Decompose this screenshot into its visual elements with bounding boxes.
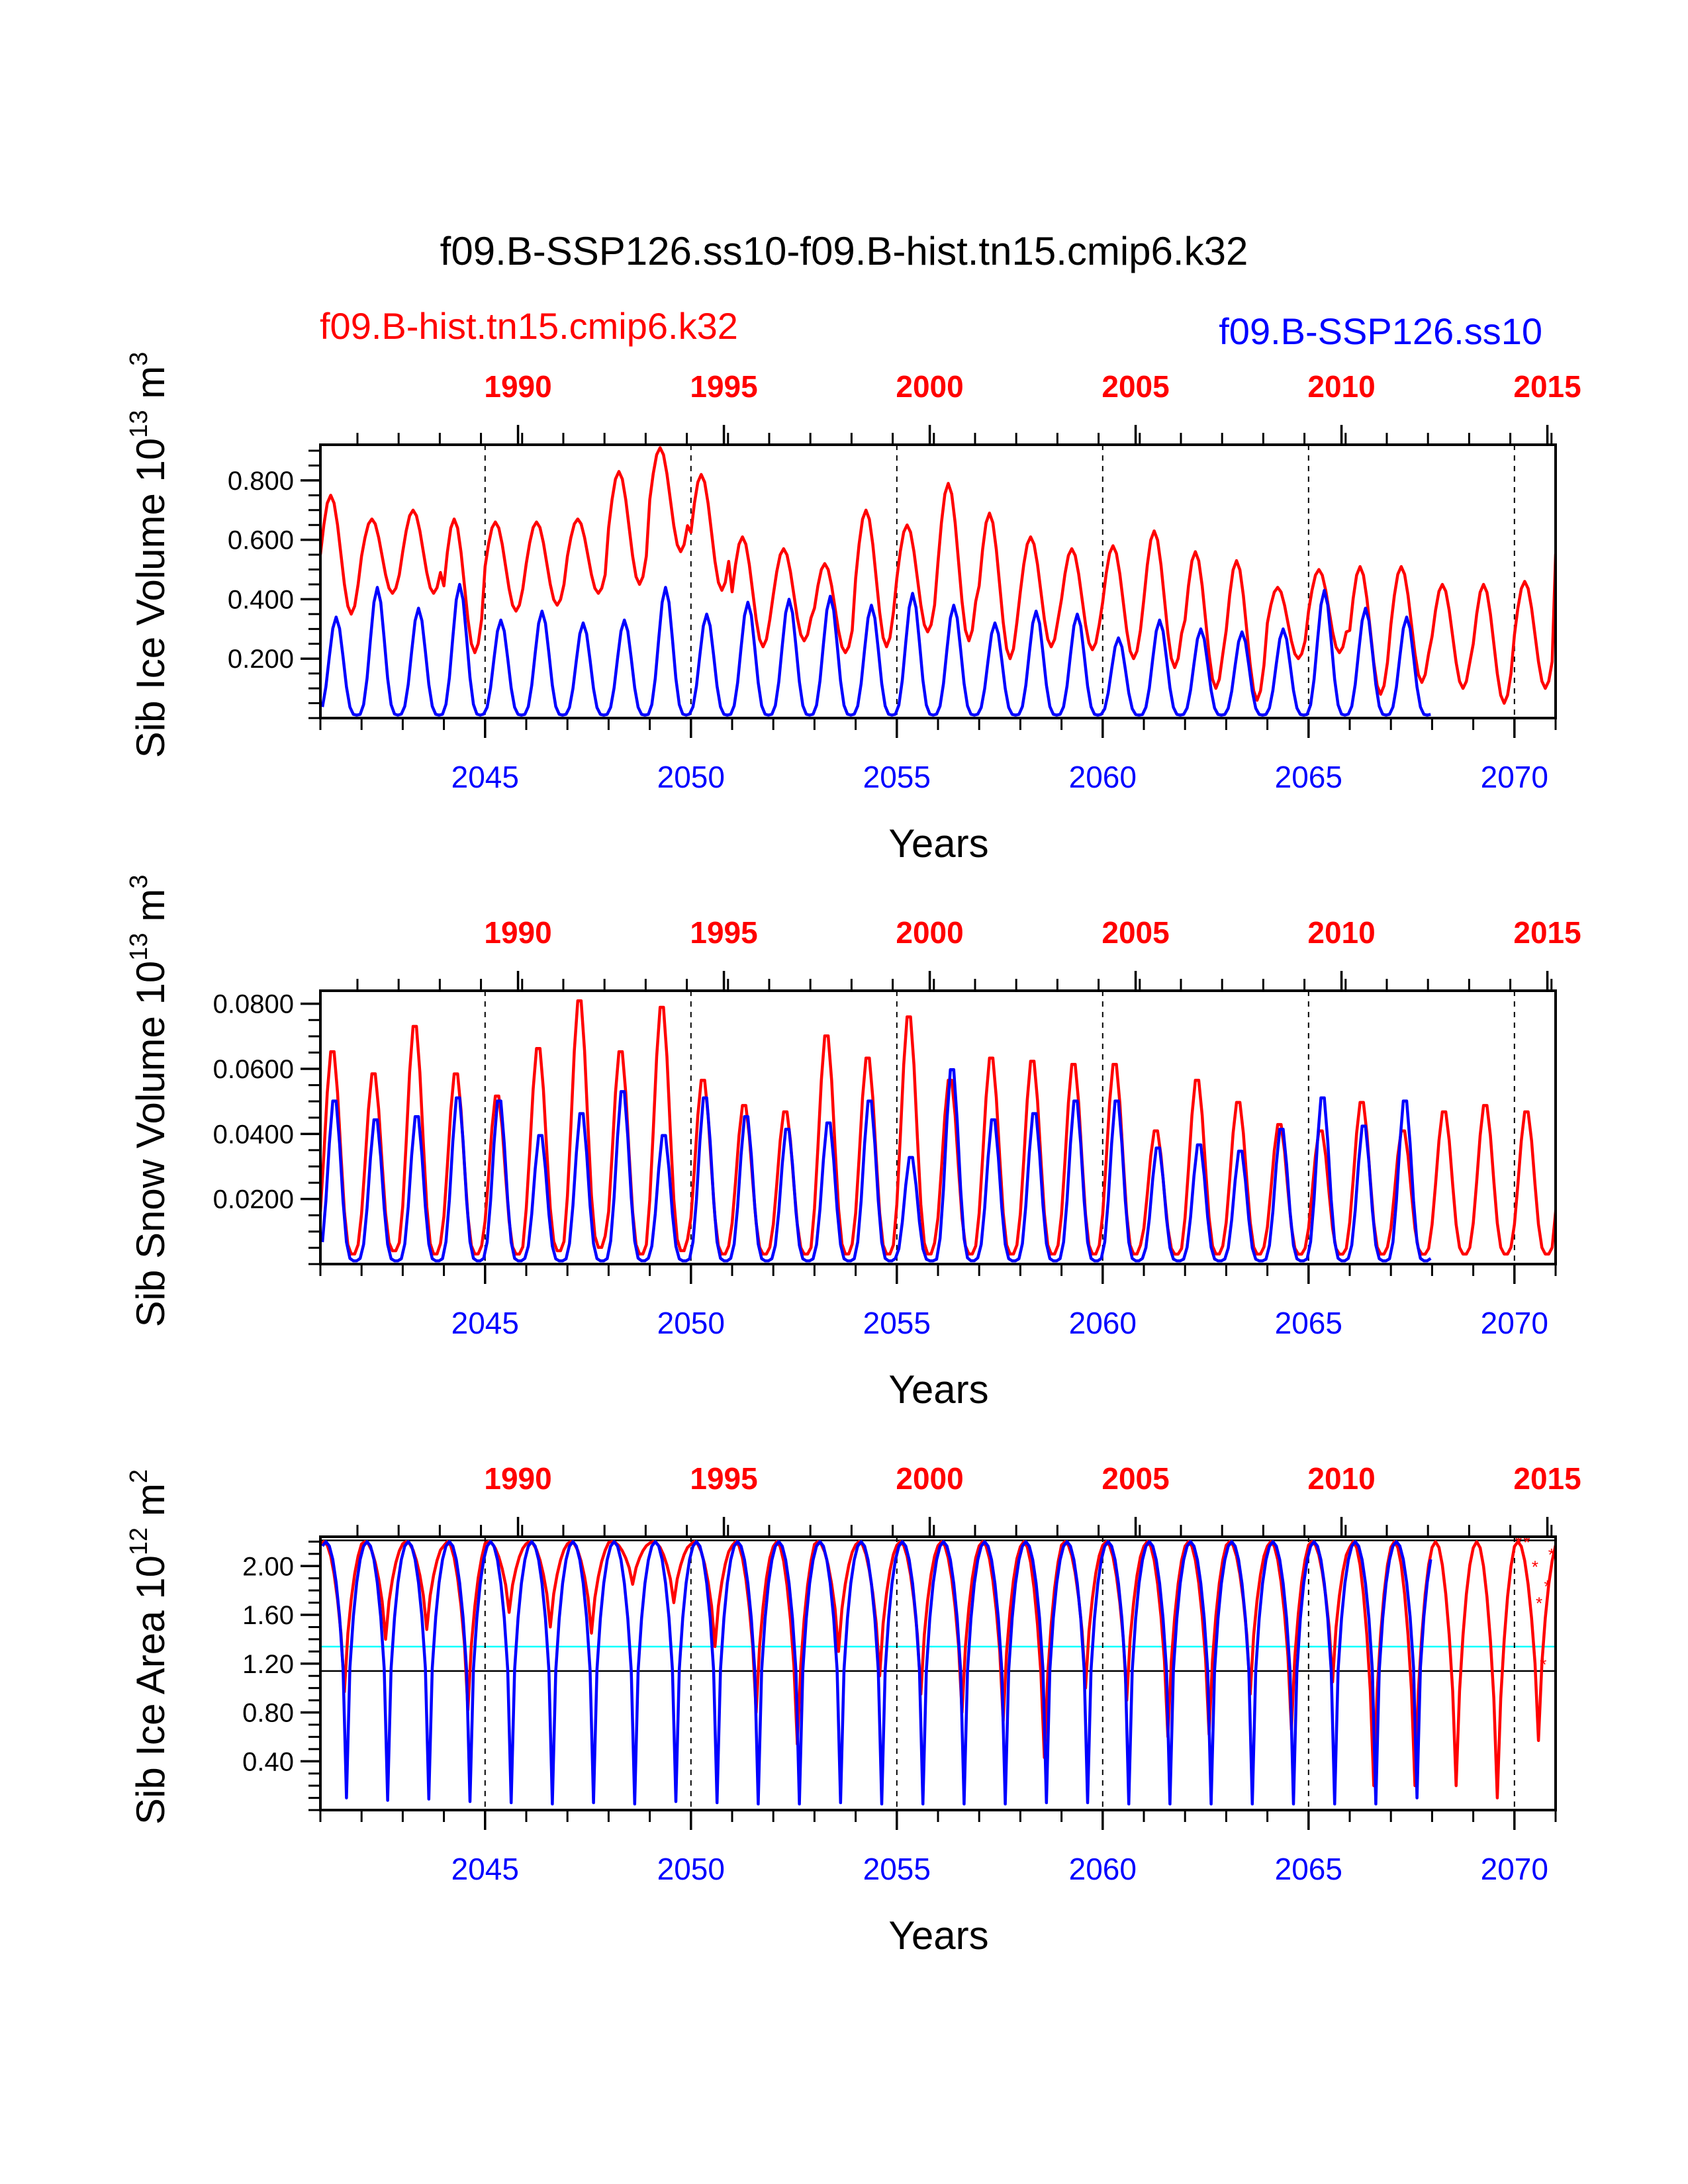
- y-tick-label: 1.20: [242, 1650, 294, 1679]
- top-tick-label: 2010: [1307, 915, 1375, 950]
- y-tick-label: 0.40: [242, 1747, 294, 1776]
- x-tick-label: 2055: [863, 1852, 931, 1886]
- x-tick-label: 2050: [657, 760, 725, 794]
- top-tick-label: 1990: [484, 915, 551, 950]
- x-tick-label: 2045: [451, 1852, 519, 1886]
- x-tick-label: 2050: [657, 1852, 725, 1886]
- top-tick-label: 2010: [1307, 1461, 1375, 1496]
- y-axis-title: Sib Ice Area 1012 m2: [125, 1469, 173, 1825]
- x-tick-label: 2070: [1481, 1306, 1548, 1340]
- series-line-ssp126: [320, 582, 1431, 717]
- legend-blue-label: f09.B-SSP126.ss10: [1219, 310, 1542, 352]
- top-tick-label: 2000: [896, 915, 963, 950]
- y-tick-label: 0.0400: [213, 1120, 294, 1149]
- top-tick-label: 2015: [1513, 369, 1581, 404]
- top-tick-label: 2015: [1513, 915, 1581, 950]
- x-tick-label: 2060: [1069, 1306, 1137, 1340]
- y-tick-label: 0.800: [228, 467, 294, 496]
- y-tick-label: 0.400: [228, 585, 294, 614]
- x-tick-label: 2045: [451, 1306, 519, 1340]
- x-axis-title: Years: [888, 1913, 988, 1958]
- y-tick-label: 0.80: [242, 1699, 294, 1728]
- y-tick-label: 2.00: [242, 1552, 294, 1581]
- top-tick-label: 2005: [1102, 915, 1169, 950]
- x-tick-label: 2055: [863, 1306, 931, 1340]
- x-tick-label: 2065: [1275, 1852, 1342, 1886]
- snow-volume-panel: 0.0200 0.0400 0.0600 0.0800 2045 2050 2055 2060…: [125, 875, 1581, 1412]
- x-tick-label: 2060: [1069, 760, 1137, 794]
- top-tick-label: 1990: [484, 1461, 551, 1496]
- y-tick-label: 0.200: [228, 645, 294, 674]
- y-axis-title: Sib Ice Volume 1013 m3: [125, 352, 173, 758]
- top-tick-label: 2005: [1102, 369, 1169, 404]
- star-marker: *: [1523, 1532, 1530, 1552]
- x-tick-label: 2065: [1275, 1306, 1342, 1340]
- y-axis-title: Sib Snow Volume 1013 m3: [125, 875, 173, 1328]
- x-tick-label: 2060: [1069, 1852, 1137, 1886]
- y-tick-label: 0.0800: [213, 990, 294, 1019]
- x-axis-title: Years: [888, 821, 988, 866]
- star-marker: *: [1536, 1594, 1542, 1614]
- y-tick-label: 1.60: [242, 1601, 294, 1630]
- y-tick-label: 0.0200: [213, 1185, 294, 1214]
- star-marker: *: [1515, 1532, 1522, 1552]
- series-line-hist: [320, 446, 1556, 705]
- top-tick-label: 2005: [1102, 1461, 1169, 1496]
- x-tick-label: 2070: [1481, 1852, 1548, 1886]
- x-axis-title: Years: [888, 1367, 988, 1412]
- x-tick-label: 2045: [451, 760, 519, 794]
- x-tick-label: 2050: [657, 1306, 725, 1340]
- x-tick-label: 2070: [1481, 760, 1548, 794]
- legend-red-label: f09.B-hist.tn15.cmip6.k32: [320, 305, 738, 347]
- series-line-ssp126: [321, 1540, 1432, 1806]
- top-tick-label: 2000: [896, 369, 963, 404]
- figure-title: f09.B-SSP126.ss10-f09.B-hist.tn15.cmip6.…: [440, 229, 1248, 273]
- y-tick-label: 0.600: [228, 526, 294, 555]
- top-tick-label: 1995: [690, 1461, 757, 1496]
- top-tick-label: 1990: [484, 369, 551, 404]
- star-marker: *: [1544, 1576, 1550, 1596]
- x-tick-label: 2055: [863, 760, 931, 794]
- series-line-ssp126: [320, 1068, 1432, 1263]
- top-tick-label: 1995: [690, 369, 757, 404]
- x-tick-label: 2065: [1275, 760, 1342, 794]
- star-marker: *: [1548, 1545, 1555, 1565]
- top-tick-label: 2000: [896, 1461, 963, 1496]
- star-marker: *: [1532, 1557, 1538, 1576]
- top-tick-label: 2010: [1307, 369, 1375, 404]
- top-tick-label: 2015: [1513, 1461, 1581, 1496]
- y-tick-label: 0.0600: [213, 1055, 294, 1084]
- top-tick-label: 1995: [690, 915, 757, 950]
- plot-frame: [319, 443, 1557, 719]
- star-marker: *: [1540, 1655, 1546, 1674]
- ice-volume-panel: 0.200 0.400 0.600 0.800 2045 2050 2055 2060 2065…: [125, 352, 1581, 866]
